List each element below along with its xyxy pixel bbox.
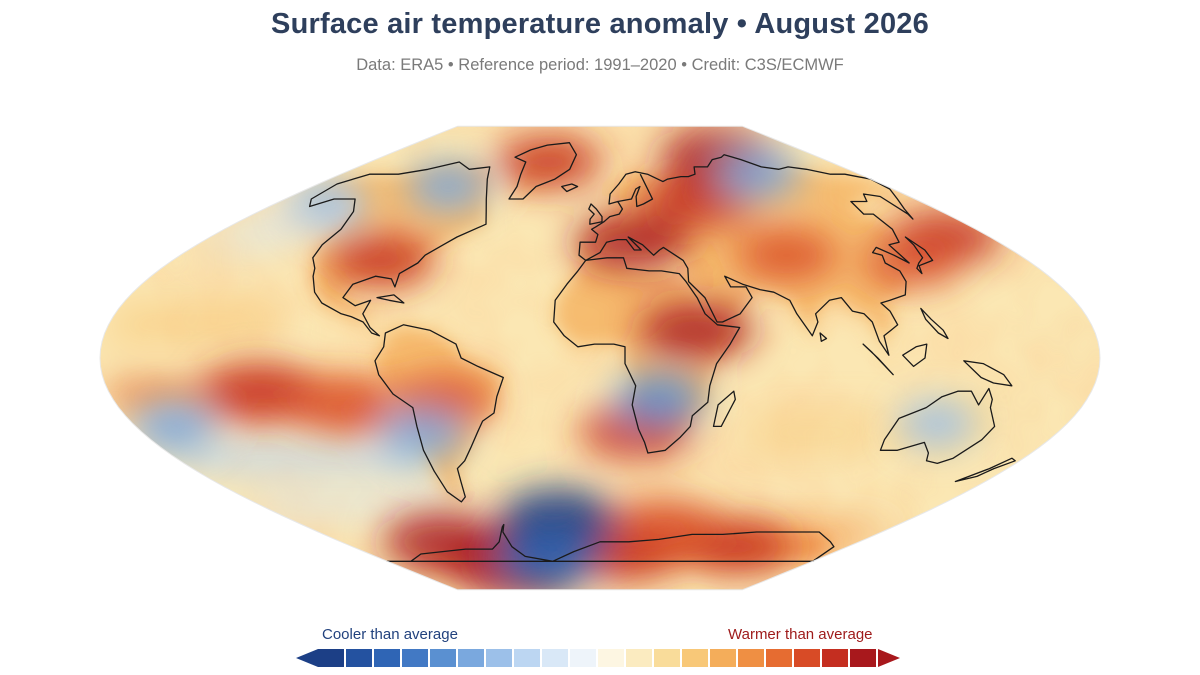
- coastline-new-guinea: [963, 360, 1013, 387]
- coastline-north-america: [308, 161, 491, 337]
- anomaly-band: [151, 439, 432, 472]
- map-title: Surface air temperature anomaly • August…: [271, 8, 929, 40]
- coastline-philippines: [920, 307, 949, 340]
- colorbar-swatch: [374, 649, 400, 667]
- warm-anomaly-spot: [615, 499, 718, 550]
- colorbar-swatch: [346, 649, 372, 667]
- cool-anomaly-spot: [898, 400, 977, 447]
- coastline-south-america: [374, 324, 504, 503]
- warm-anomaly-spot: [638, 302, 754, 359]
- coastline-sri-lanka: [819, 332, 828, 342]
- colorbar-swatch: [514, 649, 540, 667]
- colorbar-swatch: [486, 649, 512, 667]
- coastlines: [308, 142, 1016, 562]
- coastline-indonesia: [862, 343, 894, 376]
- map-subtitle: Data: ERA5 • Reference period: 1991–2020…: [356, 56, 844, 74]
- cool-anomaly-spot: [379, 409, 467, 460]
- colorbar-swatch: [766, 649, 792, 667]
- legend-warmer-label: Warmer than average: [728, 626, 873, 643]
- coastline-japan: [904, 236, 934, 275]
- colorbar-swatch: [738, 649, 764, 667]
- coastline-new-zealand: [954, 457, 1016, 483]
- colorbar: [296, 649, 900, 667]
- colorbar-swatch: [430, 649, 456, 667]
- coastline-europe-asia: [578, 154, 914, 356]
- colorbar-swatch: [850, 649, 876, 667]
- anomaly-band: [233, 491, 478, 517]
- cool-anomaly-spot: [614, 373, 705, 426]
- colorbar-swatch: [570, 649, 596, 667]
- colorbar-swatch: [654, 649, 680, 667]
- colorbar-swatch: [794, 649, 820, 667]
- coastline-borneo: [902, 343, 928, 368]
- warm-anomaly-spot: [327, 234, 436, 287]
- legend-cooler-label: Cooler than average: [322, 626, 458, 643]
- anomaly-band: [743, 413, 892, 453]
- warm-anomaly-spot: [202, 363, 315, 419]
- warm-anomaly-spot: [295, 382, 397, 433]
- colorbar-arrow-left: [296, 649, 318, 667]
- colorbar-swatch: [542, 649, 568, 667]
- colorbar-swatch: [822, 649, 848, 667]
- warm-anomaly-spot: [862, 238, 962, 288]
- colorbar-swatch: [626, 649, 652, 667]
- colorbar-swatch: [318, 649, 344, 667]
- colorbar-swatch: [682, 649, 708, 667]
- cool-anomaly-spot: [289, 181, 368, 227]
- coastline-iceland: [561, 183, 579, 193]
- anomaly-band: [101, 303, 282, 345]
- coastline-antarctica: [386, 523, 835, 562]
- coastline-australia: [879, 387, 996, 465]
- warm-anomaly-spot: [735, 229, 838, 281]
- coastline-scandinavia-gulf: [617, 173, 654, 208]
- colorbar-arrow-right: [878, 649, 900, 667]
- cool-anomaly-spot: [716, 149, 801, 199]
- coastline-greenland: [508, 142, 578, 200]
- colorbar-swatch: [710, 649, 736, 667]
- warm-anomaly-spot: [573, 214, 689, 271]
- coastline-uk: [588, 203, 603, 225]
- globe-outline: [99, 125, 1101, 591]
- coastline-madagascar: [712, 390, 736, 428]
- coastline-cuba: [376, 294, 405, 304]
- colorbar-swatch: [402, 649, 428, 667]
- coastline-africa: [553, 257, 741, 454]
- warm-anomaly-spot: [495, 135, 603, 189]
- cool-anomaly-spot: [132, 402, 217, 451]
- warm-anomaly-spot: [382, 513, 501, 571]
- cool-anomaly-spot: [407, 162, 489, 211]
- colorbar-swatch: [458, 649, 484, 667]
- colorbar-swatch: [598, 649, 624, 667]
